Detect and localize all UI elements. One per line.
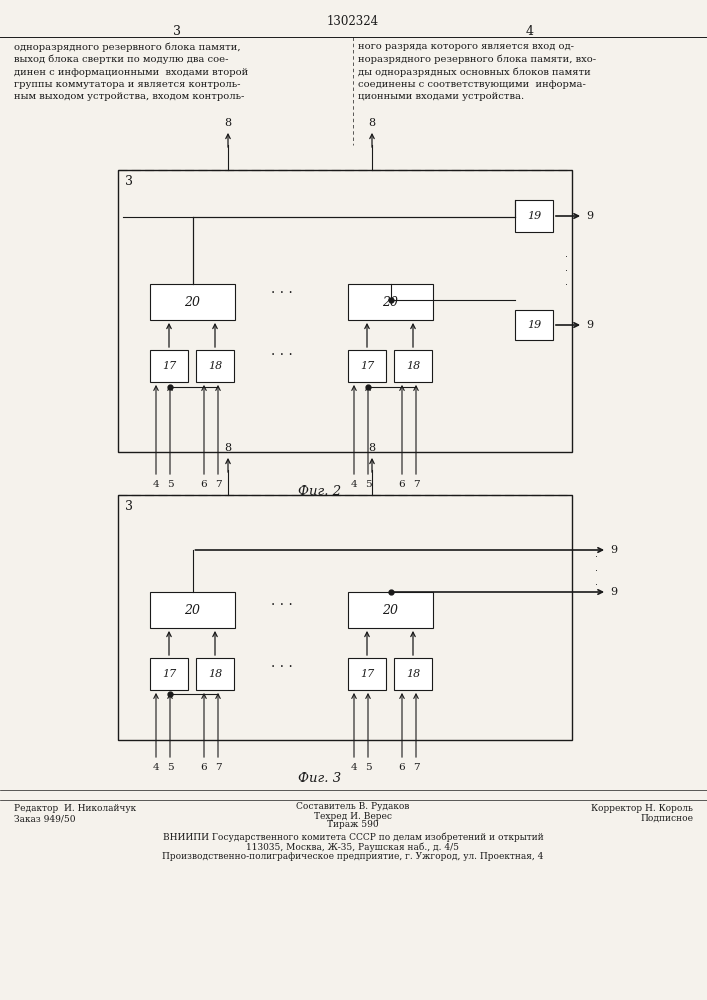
Text: 7: 7 — [215, 480, 221, 489]
Text: 8: 8 — [368, 443, 375, 453]
Text: 4: 4 — [351, 763, 357, 772]
Text: · · ·: · · · — [271, 286, 293, 300]
Text: 20: 20 — [185, 296, 201, 308]
Text: Тираж 590: Тираж 590 — [327, 820, 379, 829]
Text: 4: 4 — [526, 25, 534, 38]
Bar — [348, 592, 433, 628]
Text: 6: 6 — [399, 480, 405, 489]
Bar — [196, 658, 234, 690]
Text: 5: 5 — [365, 480, 371, 489]
Bar — [118, 170, 572, 452]
Text: 7: 7 — [215, 763, 221, 772]
Text: 20: 20 — [185, 603, 201, 616]
Text: 9: 9 — [610, 587, 617, 597]
Bar — [394, 658, 432, 690]
Text: 6: 6 — [201, 480, 207, 489]
Text: Фиг. 3: Фиг. 3 — [298, 772, 341, 785]
Text: 6: 6 — [399, 763, 405, 772]
Bar — [348, 284, 433, 320]
Text: 8: 8 — [224, 118, 232, 128]
Bar — [394, 350, 432, 382]
Text: 3: 3 — [125, 175, 133, 188]
Text: 18: 18 — [406, 669, 420, 679]
Text: Фиг. 2: Фиг. 2 — [298, 485, 341, 498]
Text: 4: 4 — [153, 763, 159, 772]
Text: Корректор Н. Король: Корректор Н. Король — [591, 804, 693, 813]
Text: 4: 4 — [153, 480, 159, 489]
Text: · · ·: · · · — [271, 348, 293, 362]
Text: 19: 19 — [527, 211, 541, 221]
Bar — [150, 350, 188, 382]
Text: 113035, Москва, Ж-35, Раушская наб., д. 4/5: 113035, Москва, Ж-35, Раушская наб., д. … — [247, 842, 460, 852]
Text: 17: 17 — [162, 669, 176, 679]
Text: ·
·
·: · · · — [595, 552, 599, 590]
Text: ·
·
·: · · · — [564, 252, 568, 290]
Text: 20: 20 — [382, 603, 399, 616]
Text: ного разряда которого является вход од-
норазрядного резервного блока памяти, вх: ного разряда которого является вход од- … — [358, 42, 596, 101]
Text: одноразрядного резервного блока памяти,
выход блока свертки по модулю два сое-
д: одноразрядного резервного блока памяти, … — [14, 42, 248, 101]
Text: Производственно-полиграфическое предприятие, г. Ужгород, ул. Проектная, 4: Производственно-полиграфическое предприя… — [163, 852, 544, 861]
Text: 17: 17 — [360, 669, 374, 679]
Text: 5: 5 — [167, 480, 173, 489]
Bar — [196, 350, 234, 382]
Text: 8: 8 — [224, 443, 232, 453]
Bar — [150, 592, 235, 628]
Text: 18: 18 — [208, 361, 222, 371]
Text: 3: 3 — [173, 25, 181, 38]
Text: 7: 7 — [413, 480, 419, 489]
Text: 5: 5 — [365, 763, 371, 772]
Text: 9: 9 — [586, 320, 593, 330]
Text: 6: 6 — [201, 763, 207, 772]
Text: 9: 9 — [586, 211, 593, 221]
Text: 7: 7 — [413, 763, 419, 772]
Text: 17: 17 — [162, 361, 176, 371]
Text: Составитель В. Рудаков: Составитель В. Рудаков — [296, 802, 409, 811]
Text: 8: 8 — [368, 118, 375, 128]
Text: 9: 9 — [610, 545, 617, 555]
Text: 18: 18 — [208, 669, 222, 679]
Text: · · ·: · · · — [271, 598, 293, 612]
Text: Подписное: Подписное — [640, 814, 693, 823]
Text: 17: 17 — [360, 361, 374, 371]
Bar — [150, 658, 188, 690]
Bar — [515, 200, 553, 232]
Text: 20: 20 — [382, 296, 399, 308]
Bar — [348, 658, 386, 690]
Text: 5: 5 — [167, 763, 173, 772]
Text: 3: 3 — [125, 500, 133, 513]
Text: ВНИИПИ Государственного комитета СССР по делам изобретений и открытий: ВНИИПИ Государственного комитета СССР по… — [163, 832, 544, 842]
Bar — [515, 310, 553, 340]
Bar — [348, 350, 386, 382]
Text: Редактор  И. Николайчук: Редактор И. Николайчук — [14, 804, 136, 813]
Text: Техред И. Верес: Техред И. Верес — [314, 812, 392, 821]
Text: · · ·: · · · — [271, 660, 293, 674]
Bar — [118, 495, 572, 740]
Text: 19: 19 — [527, 320, 541, 330]
Text: 4: 4 — [351, 480, 357, 489]
Text: 1302324: 1302324 — [327, 15, 379, 28]
Text: Заказ 949/50: Заказ 949/50 — [14, 814, 76, 823]
Bar — [150, 284, 235, 320]
Text: 18: 18 — [406, 361, 420, 371]
